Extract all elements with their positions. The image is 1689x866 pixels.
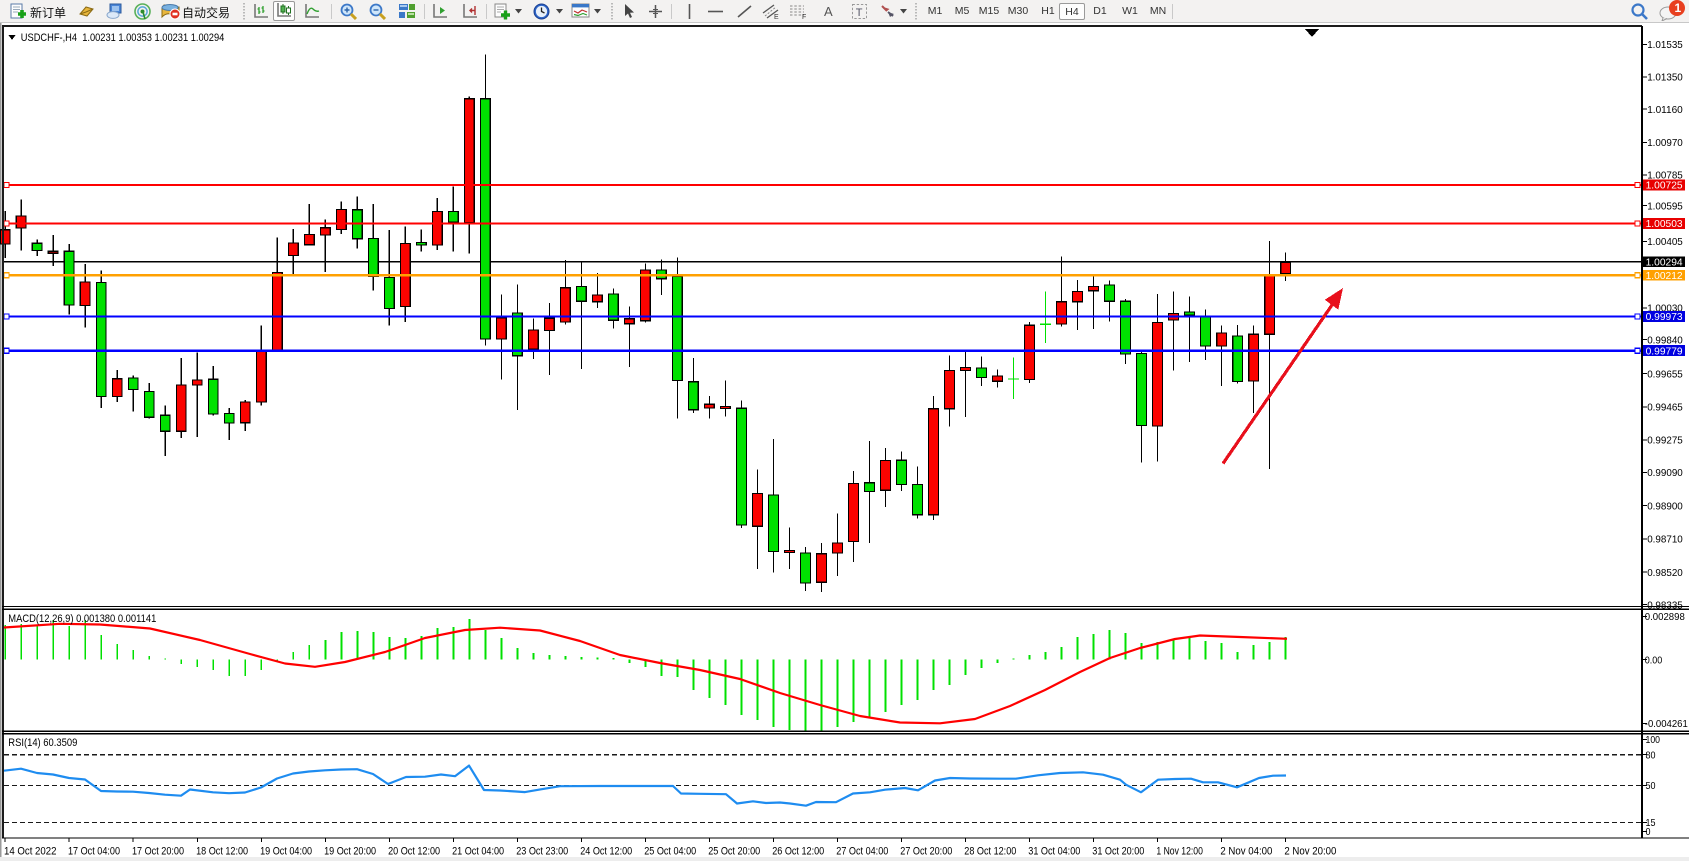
svg-text:2 Nov 20:00: 2 Nov 20:00 — [1284, 846, 1336, 858]
svg-text:20 Oct 12:00: 20 Oct 12:00 — [388, 846, 440, 858]
svg-text:0.99090: 0.99090 — [1647, 467, 1683, 479]
svg-text:1.00725: 1.00725 — [1646, 181, 1683, 192]
svg-text:RSI(14) 60.3509: RSI(14) 60.3509 — [8, 737, 77, 749]
svg-text:0.99275: 0.99275 — [1647, 435, 1683, 447]
svg-text:100: 100 — [1646, 735, 1661, 746]
svg-text:1.01535: 1.01535 — [1647, 39, 1683, 51]
svg-text:15: 15 — [1646, 818, 1656, 829]
svg-text:31 Oct 20:00: 31 Oct 20:00 — [1092, 846, 1144, 858]
svg-text:50: 50 — [1646, 781, 1656, 792]
svg-text:80: 80 — [1646, 750, 1656, 761]
svg-text:21 Oct 04:00: 21 Oct 04:00 — [452, 846, 504, 858]
svg-text:0.00: 0.00 — [1645, 655, 1663, 666]
svg-text:25 Oct 20:00: 25 Oct 20:00 — [708, 846, 760, 858]
svg-text:0.98710: 0.98710 — [1647, 534, 1683, 546]
svg-text:0.98520: 0.98520 — [1647, 567, 1683, 579]
svg-text:F: F — [802, 14, 806, 21]
svg-text:1.00785: 1.00785 — [1647, 170, 1683, 182]
svg-text:1.00503: 1.00503 — [1646, 219, 1683, 230]
svg-text:26 Oct 12:00: 26 Oct 12:00 — [772, 846, 824, 858]
svg-text:0.98900: 0.98900 — [1647, 500, 1683, 512]
svg-text:27 Oct 20:00: 27 Oct 20:00 — [900, 846, 952, 858]
svg-text:23 Oct 23:00: 23 Oct 23:00 — [516, 846, 568, 858]
svg-text:0.99465: 0.99465 — [1647, 402, 1683, 414]
svg-text:0.98335: 0.98335 — [1647, 599, 1683, 611]
svg-text:0.99655: 0.99655 — [1647, 368, 1683, 380]
svg-text:0.99840: 0.99840 — [1647, 334, 1683, 346]
svg-text:-0.004261: -0.004261 — [1645, 719, 1688, 730]
svg-text:19 Oct 04:00: 19 Oct 04:00 — [260, 846, 312, 858]
svg-text:1.00405: 1.00405 — [1647, 236, 1683, 248]
svg-text:MACD(12,26,9) 0.001380 0.00114: MACD(12,26,9) 0.001380 0.001141 — [8, 613, 156, 625]
svg-text:1.01350: 1.01350 — [1647, 72, 1683, 84]
svg-text:USDCHF-,H4 1.00231 1.00353 1.: USDCHF-,H4 1.00231 1.00353 1.00231 1.002… — [21, 32, 225, 44]
svg-text:19 Oct 20:00: 19 Oct 20:00 — [324, 846, 376, 858]
svg-text:17 Oct 04:00: 17 Oct 04:00 — [68, 846, 120, 858]
svg-text:0.99779: 0.99779 — [1646, 346, 1683, 357]
svg-text:E: E — [774, 14, 779, 21]
svg-text:28 Oct 12:00: 28 Oct 12:00 — [964, 846, 1016, 858]
svg-text:14 Oct 2022: 14 Oct 2022 — [4, 846, 57, 858]
svg-text:27 Oct 04:00: 27 Oct 04:00 — [836, 846, 888, 858]
svg-text:31 Oct 04:00: 31 Oct 04:00 — [1028, 846, 1080, 858]
svg-text:24 Oct 12:00: 24 Oct 12:00 — [580, 846, 632, 858]
svg-text:1.00595: 1.00595 — [1647, 200, 1683, 212]
svg-text:1.00294: 1.00294 — [1646, 257, 1683, 268]
svg-text:25 Oct 04:00: 25 Oct 04:00 — [644, 846, 696, 858]
svg-text:2 Nov 04:00: 2 Nov 04:00 — [1220, 846, 1272, 858]
svg-text:1: 1 — [1675, 1, 1682, 15]
svg-text:1.01160: 1.01160 — [1647, 104, 1683, 116]
svg-text:18 Oct 12:00: 18 Oct 12:00 — [196, 846, 248, 858]
svg-text:17 Oct 20:00: 17 Oct 20:00 — [132, 846, 184, 858]
svg-text:1 Nov 12:00: 1 Nov 12:00 — [1156, 846, 1203, 858]
svg-text:1.00212: 1.00212 — [1646, 271, 1683, 282]
svg-text:T: T — [856, 7, 863, 19]
svg-text:0.002898: 0.002898 — [1645, 612, 1685, 623]
svg-text:0: 0 — [1646, 827, 1651, 838]
svg-text:1.00970: 1.00970 — [1647, 137, 1683, 149]
svg-text:0.99973: 0.99973 — [1646, 312, 1683, 323]
